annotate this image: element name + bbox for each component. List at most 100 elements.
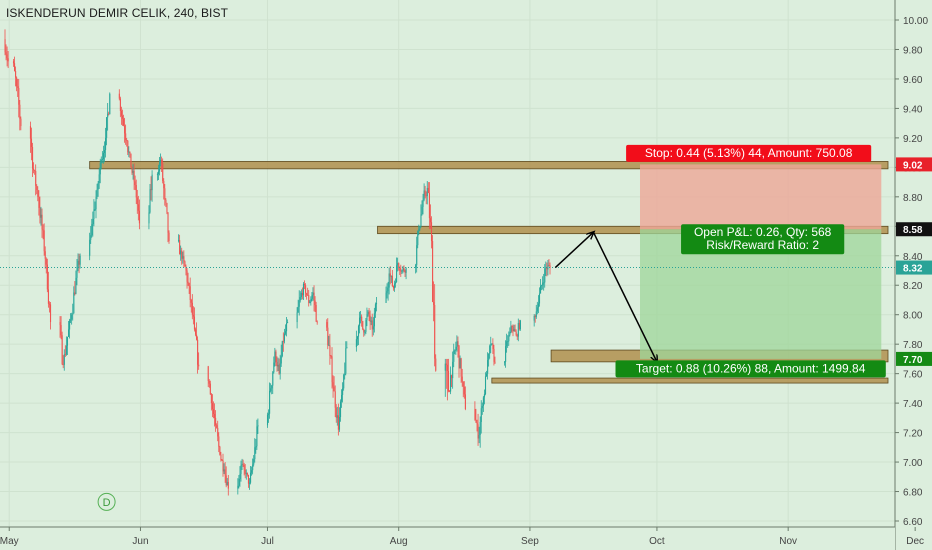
candle [457,341,459,346]
candle [366,314,368,321]
candle [17,86,19,88]
candle [535,311,537,318]
candle [492,343,494,349]
candle [244,469,246,474]
candle [246,472,248,475]
candle [395,282,397,284]
candle [305,285,307,294]
candle [49,304,52,323]
candle [105,137,107,150]
candle [306,293,308,295]
candle [335,407,337,418]
candle [70,319,72,321]
candle [429,218,432,223]
candle [18,87,20,105]
candle [179,240,181,255]
candle [387,287,389,292]
candle [74,292,76,294]
short-position-tool[interactable] [640,164,882,359]
chart-title: ISKENDERUN DEMIR CELIK, 240, BIST [6,6,229,20]
time-axis[interactable]: May Jun Jul Aug Sep Oct Nov Dec [0,526,924,550]
candle [151,174,153,191]
stop-zone [640,164,882,230]
candle [273,362,275,373]
candle [546,267,548,270]
candle [517,322,519,337]
candle [301,292,303,296]
price-axis[interactable]: 10.009.809.609.409.209.008.808.608.408.2… [894,0,932,550]
price-tick-label: 7.20 [903,429,923,440]
candle [372,326,374,330]
candle [254,447,256,460]
candle [393,283,396,289]
candle [364,331,366,333]
candle [313,292,315,301]
price-tick-label: 7.40 [903,399,923,410]
candle [390,275,392,277]
candle [196,334,198,340]
candle [191,302,193,315]
candle [214,414,216,418]
candle [359,317,361,326]
candle [216,425,218,428]
candle [405,267,407,273]
candle [91,224,93,236]
candle [60,325,62,336]
price-tick-label: 8.20 [903,281,923,292]
candle [5,52,7,55]
price-badge [896,157,932,172]
candle [518,322,520,330]
time-tick-label: Aug [390,536,408,547]
candle [510,326,512,332]
candle [38,196,40,208]
candle [226,481,228,486]
candle [99,163,101,175]
candle [420,214,422,227]
candle [345,348,347,374]
price-tick-label: 6.80 [903,488,923,499]
time-tick-label: Jun [132,536,148,547]
candle [482,397,484,407]
candle [248,482,251,484]
candle [508,335,510,342]
candle [193,316,196,330]
candle [256,426,258,447]
candle [415,265,417,268]
candle [542,282,544,286]
candle [209,383,211,395]
candle [541,285,543,287]
candle [424,190,426,196]
candle [334,391,336,408]
candle [286,323,288,332]
candle [7,58,9,62]
candle [536,307,538,312]
candle [375,302,378,305]
candle [327,327,329,346]
candle [489,345,491,354]
price-badge [896,222,932,237]
candle [277,364,279,367]
pnl-label-bg [681,224,845,255]
candle [505,346,507,362]
candle [107,113,109,118]
candle [543,282,545,284]
candle [79,255,81,265]
candle [451,375,453,379]
candle [63,354,65,365]
candle [271,385,273,389]
candle [374,304,376,314]
candle [156,174,158,175]
candle [101,159,103,160]
candle [297,306,299,313]
candle [310,298,312,302]
candle [398,263,400,269]
price-badge-label: 8.32 [903,264,923,275]
candle [365,320,367,332]
candle [389,273,391,277]
candle [129,151,131,154]
candle [462,381,464,387]
overlay-drawings[interactable]: Stop: 0.44 (5.13%) 44, Amount: 750.08 Ope… [0,144,895,511]
